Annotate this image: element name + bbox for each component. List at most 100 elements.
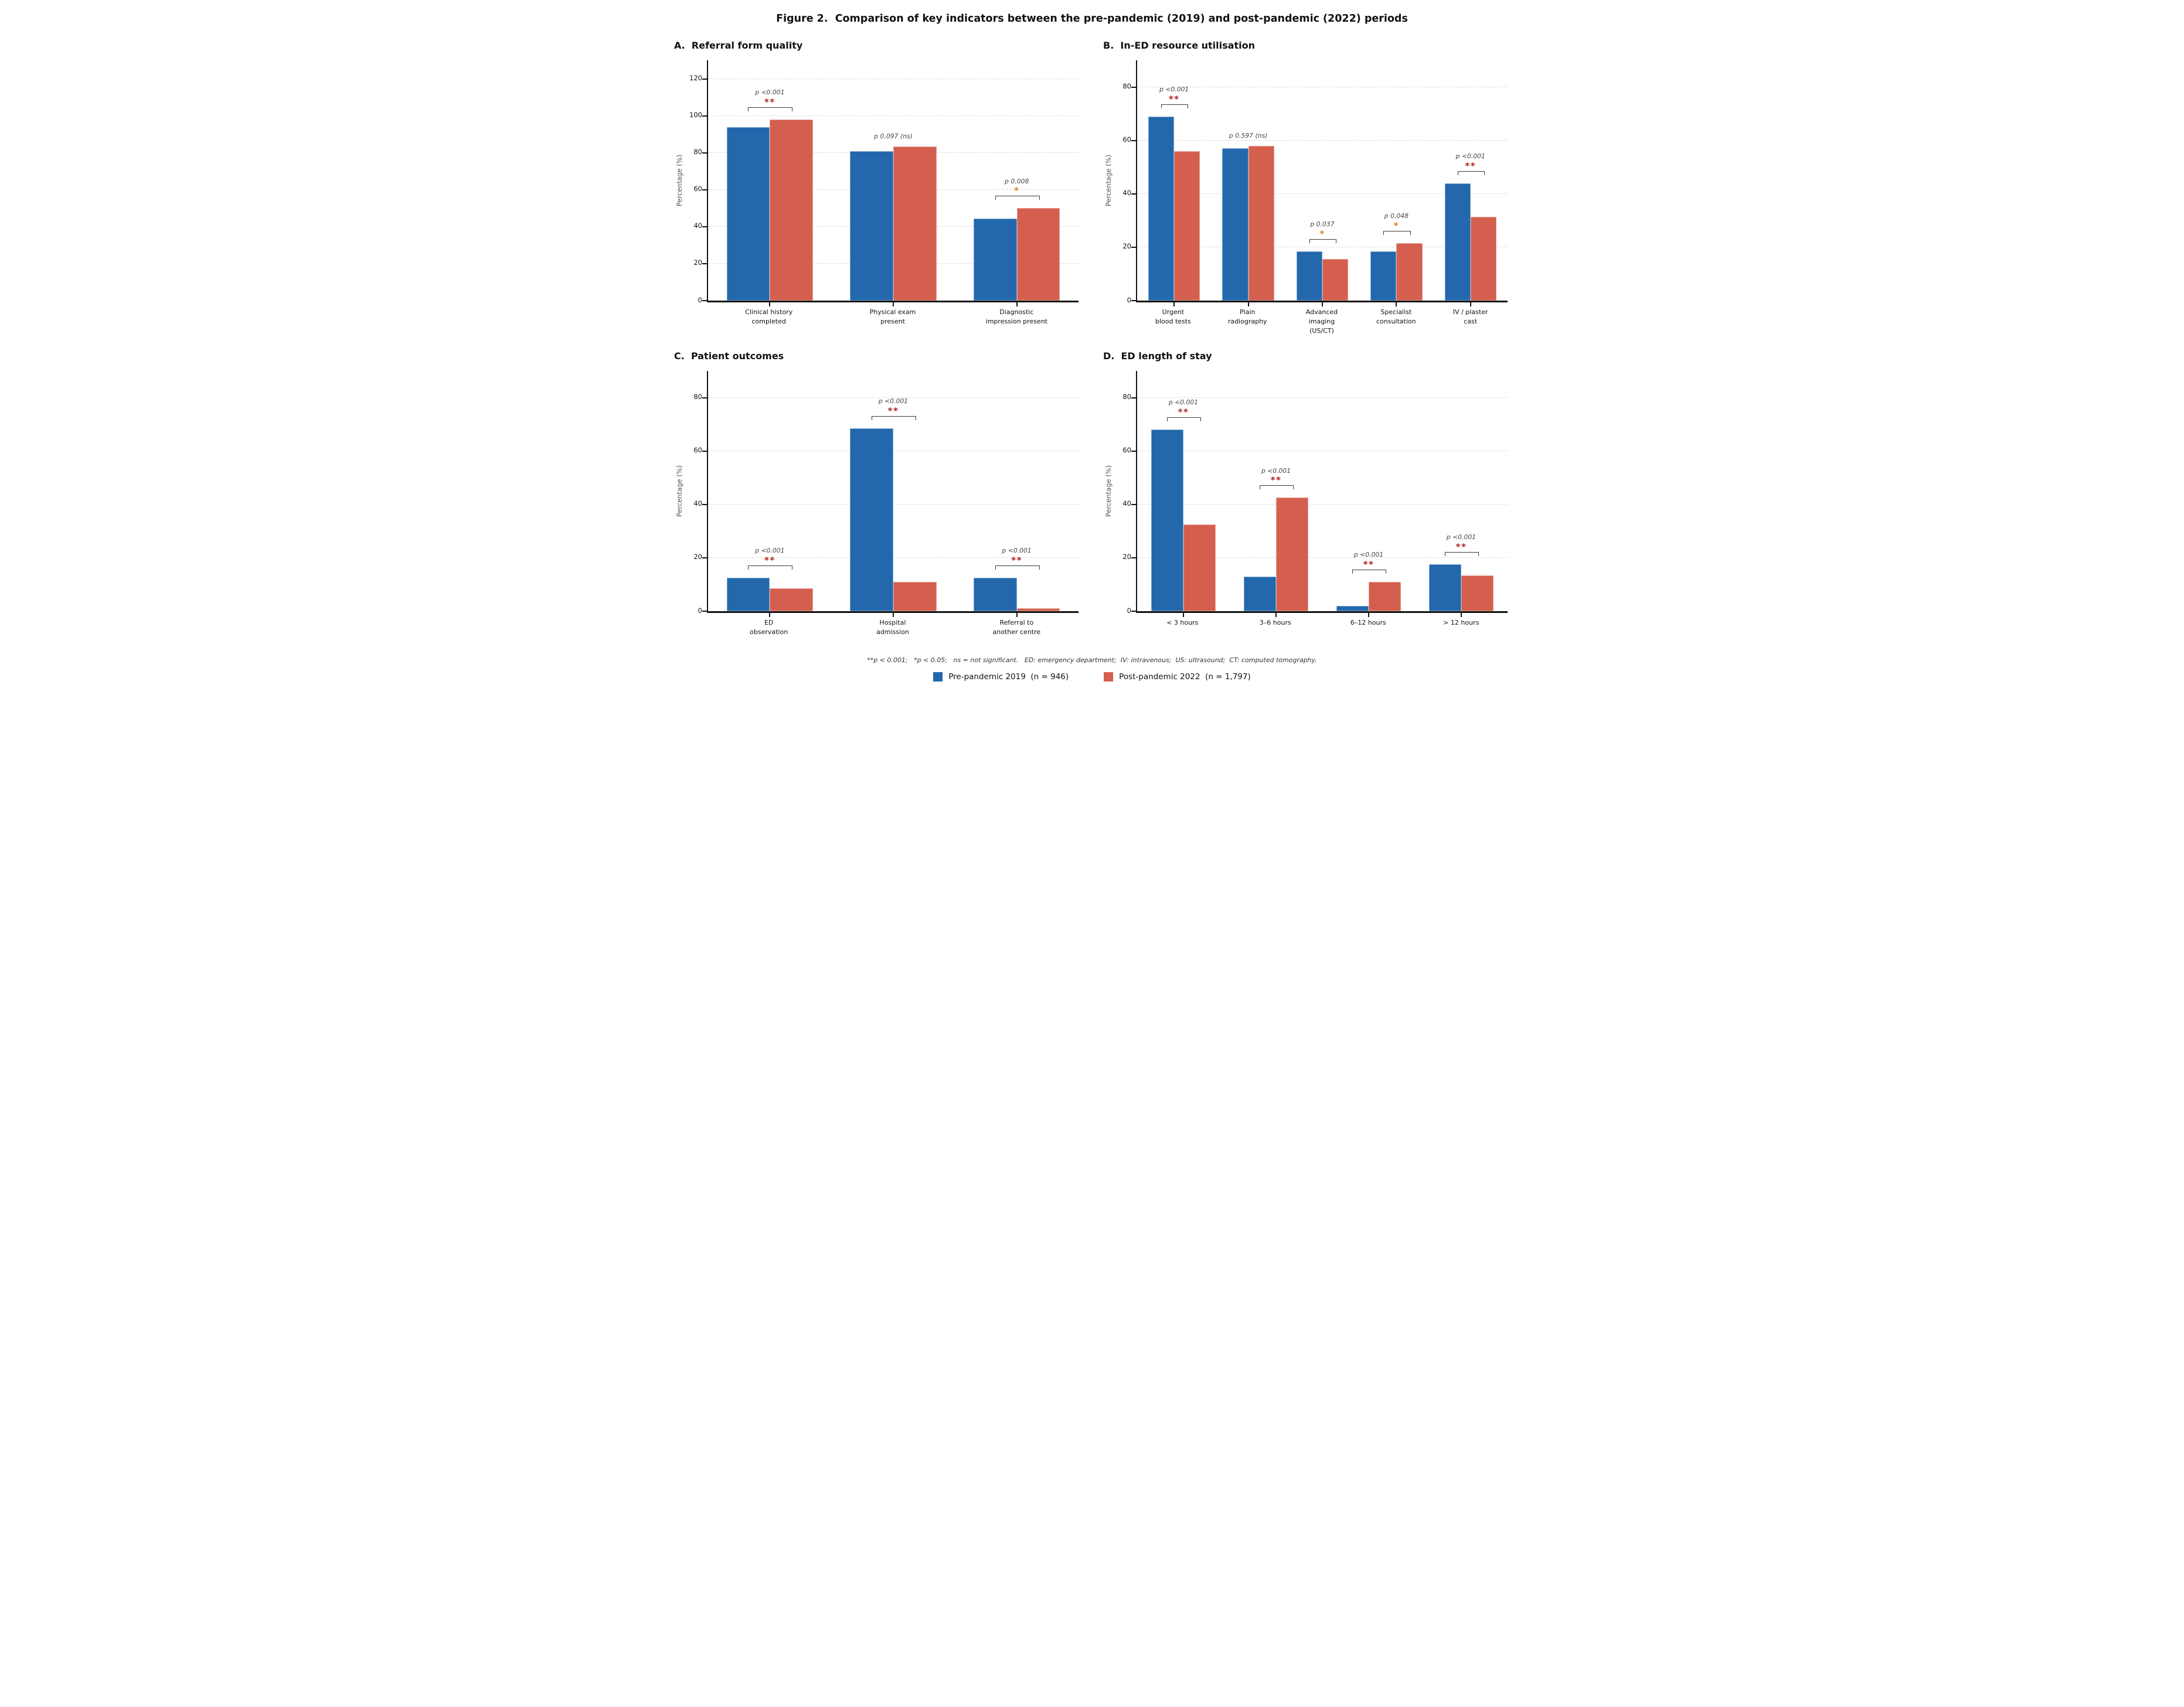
- gridline: [1137, 139, 1508, 141]
- y-axis-title-box: Percentage (%): [1102, 60, 1115, 301]
- x-tick-mark: [893, 302, 894, 306]
- bar-post-pandemic: [1369, 581, 1401, 611]
- x-tick-mark: [769, 613, 771, 617]
- p-value-label: p <0.001: [1353, 551, 1384, 559]
- y-tick-mark: [702, 115, 707, 117]
- bar-pre-pandemic: [1151, 430, 1183, 611]
- panel-canvas: Percentage (%) 0 20 40 60 80 100 120 p <0.001 ** p…: [673, 60, 1082, 331]
- bar-pre-pandemic: [1428, 564, 1461, 611]
- panel-ed-length-of-stay: D. ED length of stay Percentage (%) 0 20 40 6…: [1102, 350, 1511, 641]
- y-tick-mark: [1131, 193, 1136, 195]
- p-value-label: p <0.001: [1455, 152, 1485, 160]
- x-category-label: 6–12 hours: [1350, 619, 1386, 626]
- bar-post-pandemic: [770, 119, 814, 301]
- y-tick-label: 80: [1122, 393, 1131, 401]
- y-tick-mark: [702, 152, 707, 154]
- p-value-label: p <0.001: [878, 397, 909, 406]
- panel-canvas: Percentage (%) 0 20 40 60 80 p <0.001 ** p <0.00…: [1102, 371, 1511, 641]
- plot-area: 0 20 40 60 80 p <0.001 ** p <0.001 ** p <0.001 ** p…: [1122, 371, 1508, 617]
- y-axis-title: Percentage (%): [1104, 465, 1113, 517]
- gridline: [708, 115, 1079, 116]
- legend-swatch-pre-pandemic-icon: [933, 672, 943, 682]
- x-category-label: IV / plaster cast: [1452, 308, 1488, 325]
- significance-bracket: [1383, 231, 1411, 236]
- bar-pre-pandemic: [973, 218, 1017, 301]
- plot-column: 0 20 40 60 80 p <0.001 ** p <0.001 ** p <0.001 ** p…: [1122, 371, 1508, 641]
- gridline: [1137, 193, 1508, 194]
- significance-bracket: [995, 196, 1040, 200]
- significance-bracket: [1167, 417, 1201, 422]
- p-value-label: p <0.001: [1261, 466, 1291, 475]
- y-tick-mark: [1131, 611, 1136, 612]
- x-tick-mark: [1247, 302, 1249, 306]
- legend: Pre-pandemic 2019 (n = 946) Post-pandemi…: [655, 672, 1529, 692]
- x-tick-mark: [1368, 613, 1369, 617]
- y-tick-label: 20: [1122, 553, 1131, 561]
- significance-bracket: [1457, 171, 1485, 175]
- plot-area: 0 20 40 60 80 p <0.001 ** p <0.001 ** p <0.001 **: [693, 371, 1079, 617]
- bar-post-pandemic: [1248, 145, 1274, 301]
- significance-bracket: [1445, 552, 1479, 557]
- y-axis-title-box: Percentage (%): [673, 371, 686, 611]
- x-tick-mark: [893, 613, 894, 617]
- x-tick-mark: [1016, 302, 1018, 306]
- significance-stars: **: [1178, 407, 1189, 418]
- bar-post-pandemic: [1174, 151, 1200, 301]
- y-tick-label: 60: [693, 446, 702, 455]
- x-category-label: Advanced imaging (US/CT): [1305, 308, 1338, 335]
- panel-title: B. In-ED resource utilisation: [1103, 40, 1255, 51]
- panel-title: D. ED length of stay: [1103, 350, 1212, 362]
- y-axis-title: Percentage (%): [1104, 154, 1113, 207]
- bar-pre-pandemic: [1444, 183, 1471, 301]
- y-axis-title-box: Percentage (%): [1102, 371, 1115, 611]
- y-axis-title: Percentage (%): [675, 465, 683, 517]
- bar-pre-pandemic: [1296, 251, 1322, 301]
- bar-pre-pandemic: [1148, 116, 1175, 301]
- p-value-label: p <0.001: [755, 547, 785, 555]
- significance-bracket: [872, 415, 916, 420]
- x-tick-mark: [1173, 302, 1175, 306]
- bar-post-pandemic: [893, 581, 937, 611]
- y-tick-label: 120: [689, 74, 702, 83]
- y-tick-label: 0: [698, 295, 702, 304]
- x-category-label: > 12 hours: [1443, 619, 1479, 626]
- y-tick-label: 40: [1122, 189, 1131, 197]
- significance-bracket: [995, 565, 1040, 570]
- y-tick-mark: [1131, 246, 1136, 248]
- gridline: [708, 557, 1079, 558]
- y-tick-mark: [702, 300, 707, 301]
- y-axis-title-box: Percentage (%): [673, 60, 686, 301]
- plot-column: 0 20 40 60 80 p <0.001 ** p <0.001 ** p <0.001 ** E…: [693, 371, 1079, 641]
- bar-pre-pandemic: [1370, 251, 1397, 301]
- x-tick-mark: [1016, 613, 1018, 617]
- y-tick-label: 40: [693, 222, 702, 230]
- y-tick-mark: [702, 263, 707, 264]
- y-tick-label: 80: [693, 148, 702, 156]
- plot-area: 0 20 40 60 80 p <0.001 ** p 0.597 (ns) p 0.037 * p…: [1122, 60, 1508, 306]
- bar-pre-pandemic: [1243, 576, 1276, 611]
- y-tick-label: 80: [1122, 82, 1131, 91]
- p-value-label: p 0.097 (ns): [874, 132, 913, 140]
- bar-pre-pandemic: [850, 151, 893, 301]
- gridline: [1137, 397, 1508, 398]
- x-tick-mark: [1396, 302, 1397, 306]
- bar-pre-pandemic: [1336, 605, 1369, 611]
- bar-pre-pandemic: [1222, 148, 1249, 301]
- bar-post-pandemic: [1016, 608, 1060, 611]
- legend-swatch-post-pandemic-icon: [1104, 672, 1114, 682]
- legend-item-post-pandemic: Post-pandemic 2022 (n = 1,797): [1104, 672, 1251, 682]
- significance-stars: **: [1455, 541, 1467, 553]
- bar-pre-pandemic: [726, 578, 770, 611]
- x-axis-labels: < 3 hours 3–6 hours 6–12 hours > 12 hours: [1136, 613, 1508, 641]
- p-value-label: p 0.008: [1005, 177, 1029, 185]
- y-axis-title: Percentage (%): [675, 154, 683, 207]
- x-category-label: Physical exam present: [869, 308, 916, 325]
- p-value-label: p <0.001: [1002, 547, 1032, 555]
- significance-bracket: [1352, 569, 1386, 574]
- y-tick-mark: [1131, 86, 1136, 88]
- panel-title: C. Patient outcomes: [674, 350, 784, 362]
- y-tick-label: 20: [693, 258, 702, 267]
- bar-pre-pandemic: [973, 578, 1017, 611]
- significance-stars: **: [1168, 93, 1180, 104]
- bar-post-pandemic: [1461, 575, 1494, 611]
